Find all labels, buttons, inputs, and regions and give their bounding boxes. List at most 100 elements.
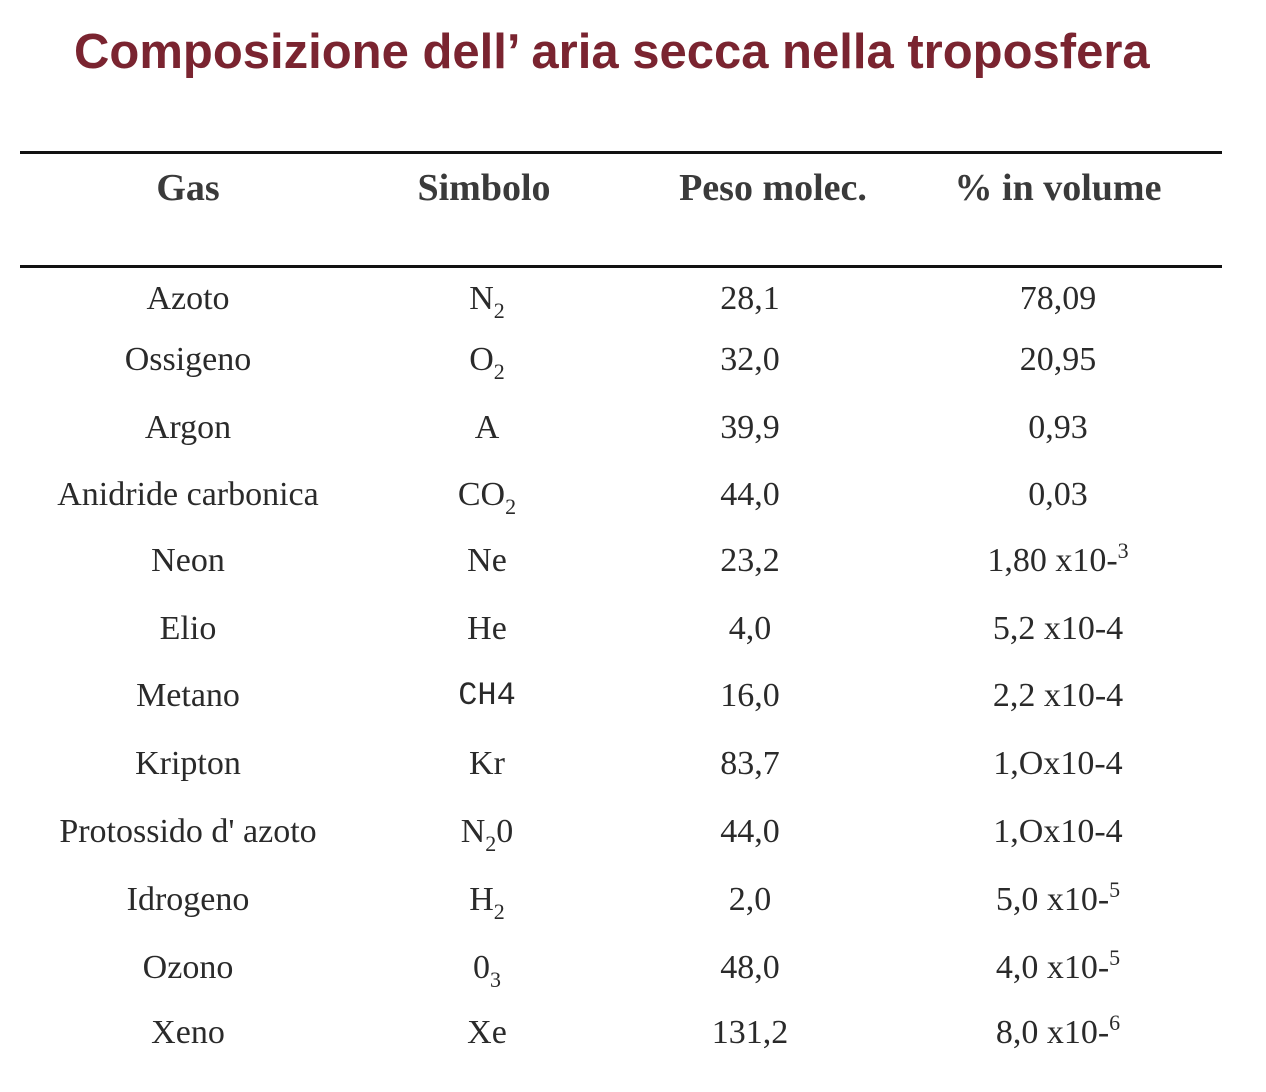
symbol-base: CO: [457, 476, 506, 513]
gas-symbol: Ne: [467, 536, 507, 586]
volume-base: 4,0 x10-: [995, 949, 1110, 986]
table-top-rule: [20, 151, 1222, 154]
volume-exponent: 3: [1117, 538, 1129, 563]
volume-base: 1,Ox10-4: [993, 745, 1123, 782]
symbol-subscript: 2: [493, 298, 505, 323]
gas-name: Neon: [151, 542, 225, 579]
table-header: Gas Simbolo Peso molec. % in volume: [0, 162, 1266, 214]
gas-name: Azoto: [146, 280, 230, 317]
gas-symbol: A: [475, 403, 500, 453]
symbol-base: CH4: [458, 677, 516, 714]
header-volume: % in volume: [954, 167, 1162, 209]
symbol-base: N: [460, 813, 486, 850]
gas-name: Xeno: [151, 1014, 225, 1051]
gas-symbol: CO2: [458, 470, 516, 520]
table-row: Idrogeno H2 2,0 5,0 x10-5: [0, 875, 1266, 925]
table-row: Anidride carbonica CO2 44,0 0,03: [0, 470, 1266, 520]
volume-percent: 2,2 x10-4: [993, 671, 1123, 721]
volume-base: 5,0 x10-: [995, 881, 1110, 918]
symbol-base: A: [474, 409, 500, 446]
page-title: Composizione dell’ aria secca nella trop…: [74, 25, 1150, 79]
volume-percent: 1,Ox10-4: [993, 739, 1122, 789]
volume-percent: 0,93: [1028, 403, 1088, 453]
molecular-weight: 44,0: [720, 813, 780, 850]
table-row: Argon A 39,9 0,93: [0, 403, 1266, 453]
volume-base: 78,09: [1019, 280, 1097, 317]
table-header-rule: [20, 265, 1222, 268]
volume-percent: 8,0 x10-6: [996, 1008, 1120, 1058]
molecular-weight: 28,1: [720, 280, 780, 317]
volume-percent: 5,0 x10-5: [996, 875, 1120, 925]
header-gas: Gas: [156, 167, 220, 209]
volume-percent: 20,95: [1020, 335, 1097, 385]
gas-symbol: N20: [461, 807, 514, 857]
volume-base: 1,80 x10-: [987, 542, 1118, 579]
gas-name: Argon: [144, 409, 232, 446]
volume-base: 20,95: [1019, 341, 1097, 378]
gas-name: Ozono: [142, 949, 234, 986]
volume-exponent: 5: [1109, 877, 1121, 902]
volume-percent: 0,03: [1028, 470, 1088, 520]
volume-base: 0,93: [1028, 409, 1088, 446]
symbol-base: H: [469, 881, 494, 918]
symbol-base: Xe: [467, 1014, 507, 1051]
symbol-subscript: 3: [490, 967, 501, 992]
volume-base: 0,03: [1028, 476, 1088, 513]
table-row: Ozono 03 48,0 4,0 x10-5: [0, 943, 1266, 993]
gas-symbol: 03: [473, 943, 501, 993]
header-weight: Peso molec.: [679, 167, 867, 209]
volume-percent: 1,80 x10-3: [987, 536, 1128, 586]
molecular-weight: 23,2: [720, 542, 780, 579]
volume-percent: 4,0 x10-5: [996, 943, 1120, 993]
volume-exponent: 5: [1109, 945, 1121, 970]
molecular-weight: 44,0: [720, 476, 780, 513]
table-row: Xeno Xe 131,2 8,0 x10-6: [0, 1008, 1266, 1058]
symbol-base: Ne: [467, 542, 507, 579]
gas-symbol: Kr: [469, 739, 505, 789]
volume-exponent: 6: [1109, 1010, 1121, 1035]
symbol-base: N: [469, 280, 494, 317]
gas-symbol: N2: [469, 274, 505, 324]
symbol-subscript: 2: [493, 899, 505, 924]
gas-name: Metano: [136, 677, 240, 714]
volume-base: 1,Ox10-4: [993, 813, 1123, 850]
symbol-subscript: 2: [485, 831, 497, 856]
gas-symbol: Xe: [467, 1008, 507, 1058]
symbol-tail: 0: [496, 813, 514, 850]
table-row: Neon Ne 23,2 1,80 x10-3: [0, 536, 1266, 586]
molecular-weight: 39,9: [720, 409, 780, 446]
gas-name: Anidride carbonica: [57, 476, 319, 513]
molecular-weight: 16,0: [720, 677, 780, 714]
table-row: Elio He 4,0 5,2 x10-4: [0, 604, 1266, 654]
molecular-weight: 131,2: [711, 1014, 789, 1051]
gas-name: Protossido d' azoto: [59, 813, 317, 850]
volume-base: 8,0 x10-: [995, 1014, 1110, 1051]
volume-percent: 1,Ox10-4: [993, 807, 1122, 857]
molecular-weight: 32,0: [720, 341, 780, 378]
gas-symbol: H2: [469, 875, 505, 925]
molecular-weight: 4,0: [728, 610, 772, 647]
gas-symbol: He: [467, 604, 507, 654]
gas-name: Ossigeno: [124, 341, 252, 378]
symbol-base: 0: [473, 949, 490, 986]
gas-name: Elio: [159, 610, 217, 647]
table-row: Kripton Kr 83,7 1,Ox10-4: [0, 739, 1266, 789]
molecular-weight: 48,0: [720, 949, 780, 986]
table-row: Metano CH4 16,0 2,2 x10-4: [0, 671, 1266, 721]
header-symbol: Simbolo: [417, 167, 551, 209]
gas-name: Kripton: [135, 745, 241, 782]
volume-base: 5,2 x10-4: [992, 610, 1124, 647]
volume-percent: 5,2 x10-4: [993, 604, 1123, 654]
volume-percent: 78,09: [1020, 274, 1097, 324]
gas-symbol: O2: [469, 335, 505, 385]
symbol-subscript: 2: [493, 359, 505, 384]
symbol-subscript: 2: [505, 494, 517, 519]
table-row: Ossigeno O2 32,0 20,95: [0, 335, 1266, 385]
gas-name: Idrogeno: [126, 881, 250, 918]
molecular-weight: 83,7: [720, 745, 780, 782]
table-row: Protossido d' azoto N20 44,0 1,Ox10-4: [0, 807, 1266, 857]
volume-base: 2,2 x10-4: [992, 677, 1124, 714]
symbol-base: He: [467, 610, 507, 647]
symbol-base: O: [469, 341, 494, 378]
table-row: Azoto N2 28,1 78,09: [0, 274, 1266, 324]
